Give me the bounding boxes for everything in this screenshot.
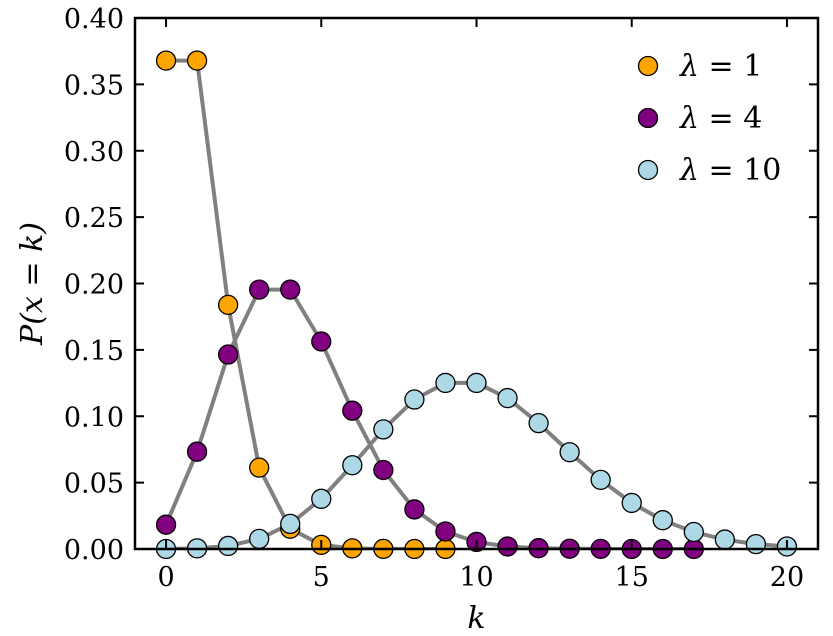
series-line-1 — [164, 287, 696, 549]
plot-frame — [133, 16, 820, 551]
x-tick-label-0: 0 — [157, 562, 174, 593]
series-1-point-4 — [280, 279, 301, 300]
series-2-point-8 — [404, 389, 425, 410]
series-2-point-10 — [466, 372, 487, 394]
x-tick-label-1: 5 — [313, 562, 330, 593]
legend: λ = 1 λ = 4 λ = 10 — [637, 49, 781, 188]
series-2-point-11 — [497, 387, 518, 409]
series-1-point-3 — [249, 279, 270, 300]
legend-label-0: λ = 1 — [679, 49, 762, 84]
series-2-point-19 — [745, 533, 767, 555]
series-1-point-9 — [435, 521, 456, 542]
y-tick-label-3: 0.15 — [64, 336, 124, 367]
series-0-point-3 — [249, 457, 270, 478]
series-2-point-12 — [528, 412, 549, 434]
series-2-point-15 — [621, 492, 642, 514]
y-tick-label-4: 0.20 — [64, 270, 124, 301]
y-tick-label-5: 0.25 — [64, 203, 124, 234]
series-1-point-1 — [186, 441, 208, 462]
series-2-point-2 — [217, 535, 239, 557]
series-2-point-14 — [590, 469, 611, 490]
series-2-point-4 — [280, 513, 301, 535]
legend-label-2: λ = 10 — [679, 153, 781, 188]
series-2-point-17 — [683, 521, 704, 543]
series-2-point-5 — [311, 488, 332, 509]
series-0-point-1 — [186, 50, 208, 71]
series-0-point-0 — [155, 50, 177, 71]
series-1-point-6 — [342, 400, 363, 421]
y-axis-label: P(x = k) — [15, 222, 50, 346]
series-1-point-0 — [155, 514, 177, 535]
x-tick-label-2: 10 — [459, 562, 493, 593]
series-2-point-16 — [652, 510, 673, 531]
legend-marker-0 — [637, 55, 659, 77]
series-1-point-5 — [311, 331, 332, 352]
series-2-point-6 — [342, 455, 363, 476]
series-1-point-8 — [404, 499, 425, 520]
y-tick-label-2: 0.10 — [64, 402, 124, 433]
legend-marker-2 — [637, 159, 659, 181]
legend-label-1: λ = 4 — [679, 101, 762, 136]
series-2-point-9 — [435, 372, 456, 394]
x-axis-label: k — [467, 601, 485, 636]
series-2-point-18 — [714, 529, 736, 550]
series-2-point-3 — [249, 528, 270, 550]
y-tick-label-1: 0.05 — [64, 469, 124, 500]
y-tick-label-8: 0.40 — [64, 4, 124, 35]
y-tick-label-6: 0.30 — [64, 137, 124, 168]
series-2-point-7 — [373, 419, 394, 440]
legend-marker-1 — [637, 107, 659, 129]
series-1-point-2 — [217, 344, 239, 365]
x-tick-label-3: 15 — [615, 562, 649, 593]
series-line-0 — [164, 58, 448, 549]
series-2-point-13 — [559, 442, 580, 463]
y-tick-label-0: 0.00 — [64, 535, 124, 566]
series-1-point-11 — [497, 536, 518, 557]
axes: 0 5 10 15 20 0.00 0.05 0.10 0.15 0.20 0.25 0.30 0.35… — [64, 4, 820, 593]
series-0-point-2 — [217, 294, 239, 316]
series-1-point-7 — [373, 459, 394, 481]
x-tick-label-4: 20 — [770, 562, 804, 593]
y-tick-label-7: 0.35 — [64, 70, 124, 101]
